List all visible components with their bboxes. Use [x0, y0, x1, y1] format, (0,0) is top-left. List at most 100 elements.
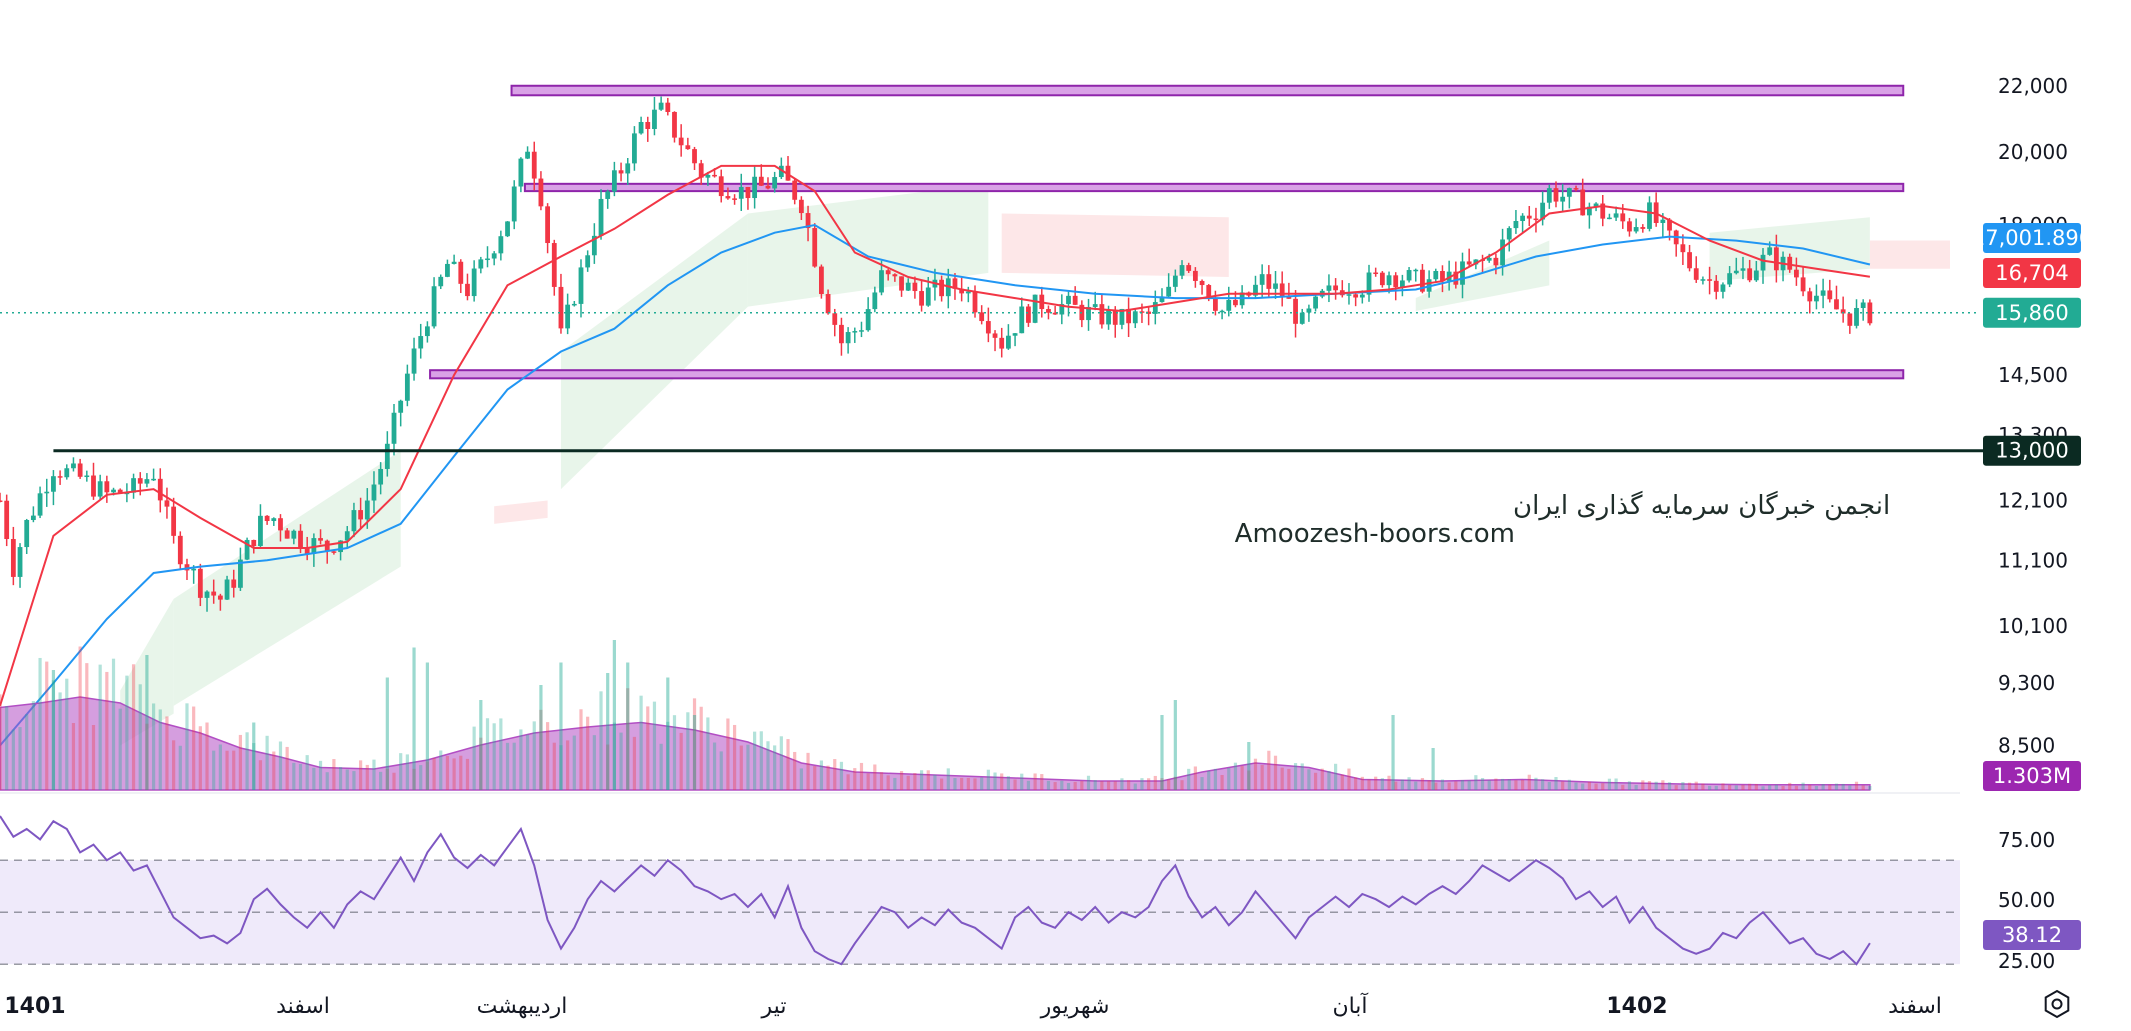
volume-bar: [1040, 774, 1044, 790]
candle-body: [812, 228, 818, 267]
candle-body: [638, 121, 644, 134]
volume-bar: [379, 771, 383, 790]
candle-body: [1413, 269, 1419, 272]
hexagon-settings-icon[interactable]: [2044, 989, 2070, 1019]
volume-bar: [993, 772, 997, 790]
candle-body: [1072, 295, 1078, 305]
time-tick-label: آبان: [1332, 992, 1368, 1019]
volume-bar: [980, 777, 984, 790]
volume-bar: [1160, 778, 1164, 790]
time-axis[interactable]: 1401 اسفند اردیبهشت تیر شهریور آبان 1402 اسفند: [4, 992, 1942, 1019]
candle-body: [1092, 304, 1098, 307]
volume-bar: [1434, 782, 1438, 790]
candle-body: [1847, 313, 1853, 326]
candle-body: [0, 500, 3, 502]
volume-bar: [1293, 763, 1298, 790]
volume-bar: [572, 735, 576, 790]
candle-body: [1399, 280, 1405, 288]
candle-body: [37, 493, 43, 516]
candle-body: [1526, 215, 1532, 219]
rsi-tick-label: 25.00: [1998, 949, 2055, 973]
volume-bar: [1267, 750, 1271, 790]
volume-bar: [1447, 782, 1451, 790]
candle-body: [578, 267, 584, 304]
volume-bar: [1728, 785, 1732, 790]
candle-body: [1433, 271, 1439, 280]
candle-body: [939, 279, 945, 297]
candle-body: [1192, 270, 1198, 281]
candle-body: [585, 255, 591, 268]
candle-body: [872, 292, 878, 310]
candle-body: [211, 591, 217, 596]
candle-body: [1066, 295, 1071, 305]
candle-body: [1393, 275, 1399, 288]
candle-body: [64, 468, 70, 478]
candle-body: [465, 283, 470, 297]
price-badge: 16,704: [1995, 261, 2068, 285]
candle-body: [1586, 206, 1592, 216]
time-tick-label: اسفند: [276, 994, 330, 1019]
volume-bar: [265, 735, 269, 790]
volume-bar: [1126, 780, 1131, 790]
candle-body: [1693, 268, 1699, 280]
candle-body: [238, 559, 243, 588]
volume-bar: [639, 695, 643, 790]
candle-body: [925, 287, 931, 306]
ichimoku-cloud: [120, 183, 1950, 746]
price-pane[interactable]: [0, 84, 1990, 747]
candle-body: [518, 158, 524, 187]
volume-bar: [385, 677, 389, 790]
price-tick-label: 9,300: [1998, 671, 2055, 695]
volume-bar: [91, 724, 96, 790]
volume-bar: [245, 732, 249, 790]
candle-body: [1640, 227, 1646, 229]
candle-body: [1840, 309, 1846, 314]
volume-bar: [425, 761, 429, 790]
candle-body: [1667, 219, 1672, 231]
volume-bar: [412, 768, 416, 790]
candle-body: [1553, 188, 1559, 202]
volume-bar: [1621, 784, 1625, 790]
volume-bar: [893, 777, 897, 790]
volume-bar: [813, 765, 817, 790]
volume-bar: [425, 662, 429, 790]
volume-bar: [492, 723, 496, 790]
price-axis[interactable]: 22,00020,00018,00014,50013,30012,10011,1…: [1998, 74, 2068, 758]
volume-bar: [586, 716, 590, 790]
volume-bar: [1480, 778, 1485, 790]
candle-body: [224, 579, 230, 600]
cloud-segment: [1869, 240, 1950, 269]
volume-bar: [252, 722, 256, 790]
volume-bar: [913, 773, 917, 790]
candle-body: [678, 137, 684, 146]
volume-bar: [1841, 783, 1845, 790]
volume-bar: [118, 708, 122, 790]
price-badge-bg: [1983, 297, 2081, 328]
candle-body: [571, 303, 577, 306]
candle-body: [84, 475, 90, 478]
volume-bar: [1193, 766, 1197, 790]
candle-body: [1420, 269, 1425, 292]
volume-bar: [806, 752, 810, 790]
candle-body: [411, 348, 417, 374]
candle-body: [1740, 268, 1746, 271]
candle-body: [591, 235, 597, 256]
volume-bar: [372, 759, 376, 790]
ma-slow-line: [0, 223, 1871, 747]
candle-body: [1680, 244, 1686, 253]
candle-body: [879, 270, 884, 293]
time-tick-label: شهریور: [1040, 994, 1110, 1019]
volume-badge-bg: [1983, 761, 2081, 791]
volume-bar: [1367, 779, 1371, 790]
volume-bar: [626, 688, 630, 790]
candle-body: [104, 481, 110, 493]
candle-body: [899, 276, 904, 291]
volume-bar: [1273, 755, 1278, 790]
volume-bar: [826, 765, 830, 790]
candle-body: [1720, 284, 1726, 292]
volume-bar: [706, 717, 710, 790]
candle-body: [1593, 203, 1599, 207]
volume-bar: [359, 760, 363, 790]
